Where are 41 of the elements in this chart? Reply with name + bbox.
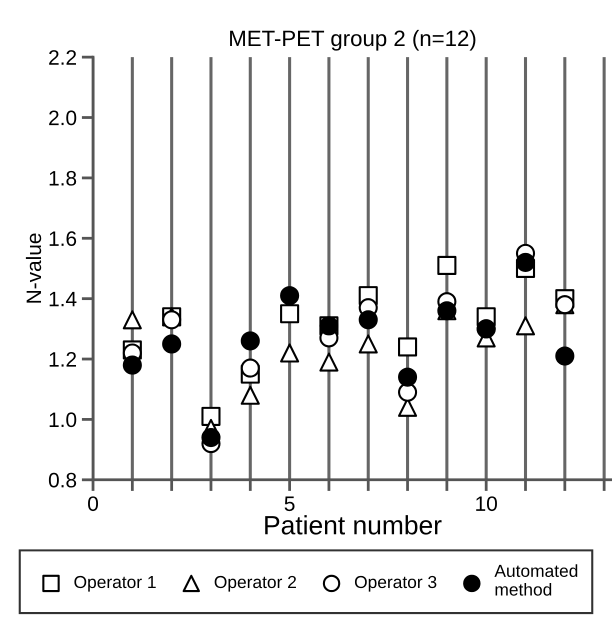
point [398,337,418,357]
y-axis-title: N-value [26,234,42,303]
y-tick-label: 1.6 [50,231,76,246]
point [437,256,456,275]
point [516,252,536,272]
y-tick-label: 1.8 [50,170,76,186]
legend-label: Operator 1 [74,576,156,592]
y-tick-label: 1.2 [50,352,76,367]
point [201,406,221,426]
point [319,352,338,372]
point [398,382,418,402]
y-tick-label: 2.0 [49,110,76,126]
point [555,295,574,314]
point [280,304,300,324]
point [280,343,300,363]
point [516,316,536,336]
y-tick-label: 0.8 [48,472,76,488]
chart-title: MET-PET group 2 (n=12) [230,30,476,51]
point [201,428,221,448]
point [358,310,378,330]
point [280,286,300,306]
point [122,356,142,375]
x-tick-label: 5 [284,496,295,512]
point [162,334,182,354]
y-tick-label: 2.2 [49,50,76,65]
point [240,331,260,350]
legend-label: Automated method [494,564,578,596]
x-axis-title: Patient number [265,515,442,535]
y-tick-label: 1.0 [50,412,76,428]
point [240,386,260,405]
legend-label: Operator 3 [354,576,436,592]
x-tick-label: 10 [476,496,497,512]
y-tick-label: 1.4 [50,292,76,306]
legend-label: Operator 2 [214,576,296,592]
x-tick-label: 0 [88,496,98,512]
point [358,334,378,354]
point [555,346,574,366]
point [162,310,182,330]
point [240,358,260,378]
point [398,368,418,387]
point [122,310,142,330]
